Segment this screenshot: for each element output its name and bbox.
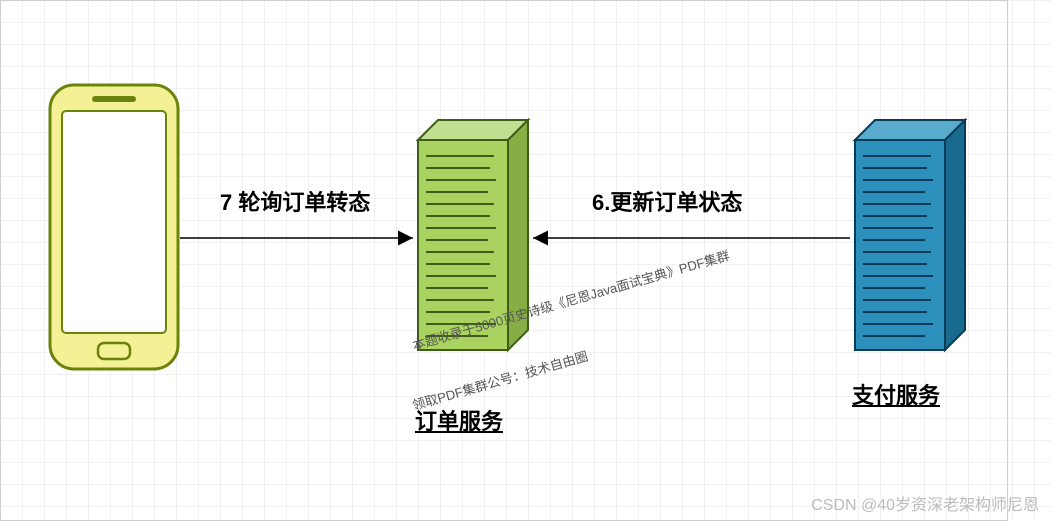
edge-poll-label: 7 轮询订单转态 bbox=[220, 185, 370, 217]
arrow-poll bbox=[0, 0, 1051, 521]
edge-update-label: 6.更新订单状态 bbox=[592, 185, 742, 217]
footer-credit: CSDN @40岁资深老架构师尼恩 bbox=[811, 491, 1039, 515]
